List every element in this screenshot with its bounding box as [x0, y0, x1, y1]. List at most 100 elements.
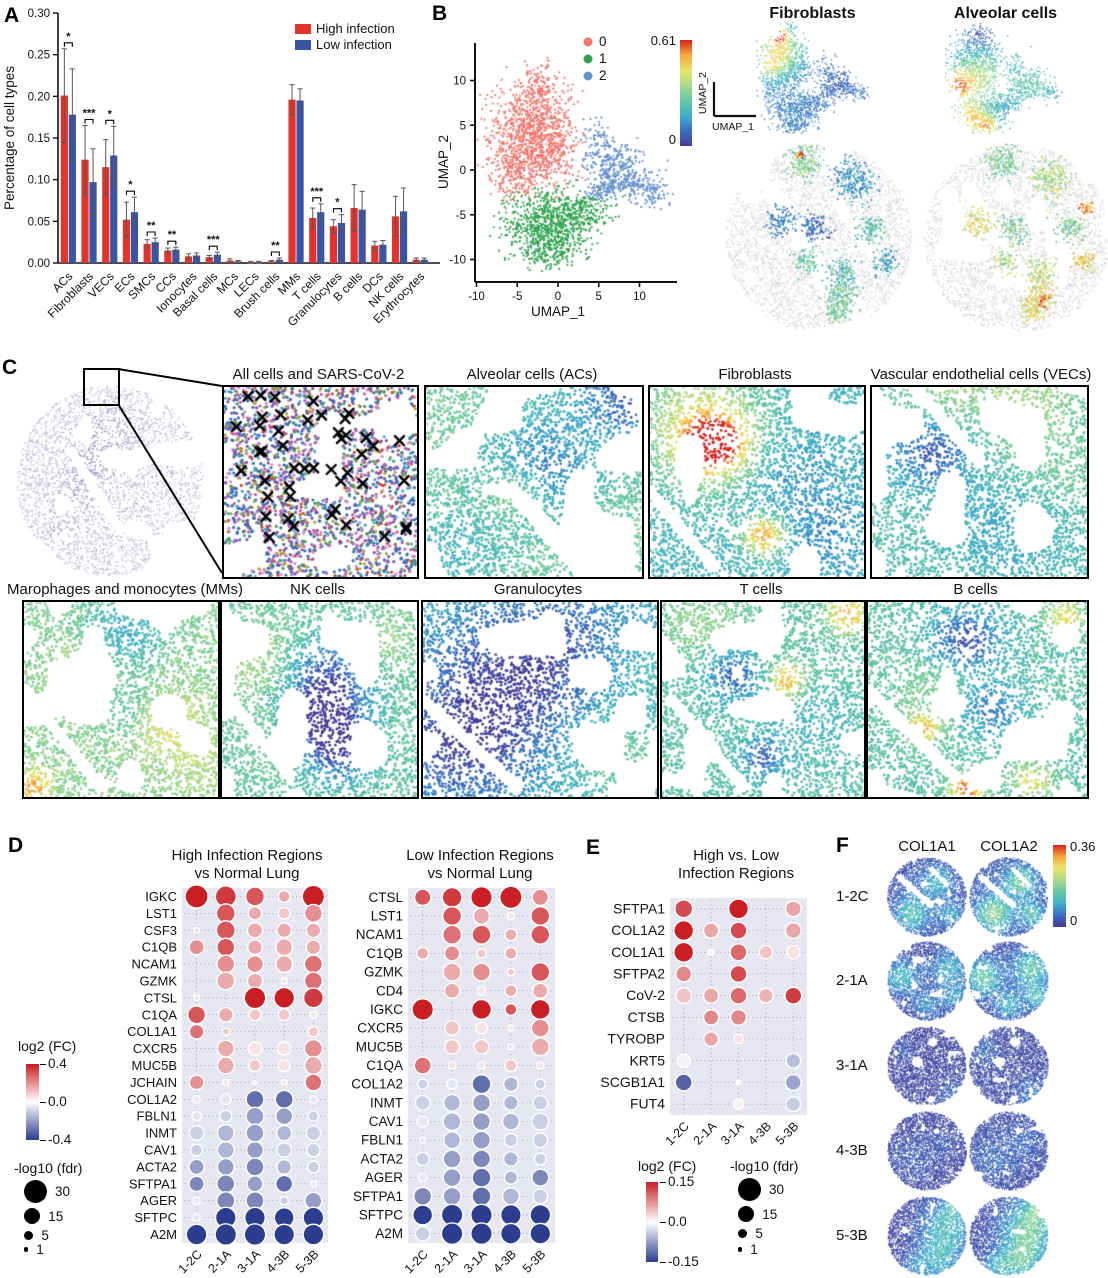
svg-text:Percentage of cell types: Percentage of cell types: [2, 66, 17, 210]
svg-text:SFTPA2: SFTPA2: [613, 965, 665, 981]
svg-text:CSF3: CSF3: [144, 923, 177, 938]
svg-text:Low Infection Regions: Low Infection Regions: [406, 847, 554, 864]
svg-text:SFTPC: SFTPC: [134, 1210, 177, 1225]
svg-text:5: 5: [460, 120, 466, 132]
legend-fc-tick: -0.4: [40, 1132, 71, 1147]
svg-text:COL1A2: COL1A2: [351, 1077, 403, 1092]
svg-text:-10: -10: [468, 291, 485, 303]
svg-text:COL1A2: COL1A2: [611, 922, 665, 938]
svg-text:2-1A: 2-1A: [432, 1247, 461, 1276]
legend-fc-tick: 0.0: [40, 1094, 67, 1109]
svg-text:CTSB: CTSB: [628, 1009, 665, 1025]
colorbar-max-label: 0.61: [650, 33, 676, 48]
svg-text:0.30: 0.30: [28, 8, 50, 20]
svg-text:-10: -10: [449, 255, 466, 267]
svg-text:High infection: High infection: [316, 21, 395, 36]
svg-text:CXCR5: CXCR5: [133, 1041, 177, 1056]
spatial-title-all-cells: All cells and SARS-CoV-2: [232, 366, 405, 383]
feature-umap-alveolar-cells: [945, 22, 1063, 134]
f-spatial-3-1a-col1a1: [887, 1026, 967, 1106]
svg-text:5-3B: 5-3B: [293, 1247, 322, 1276]
svg-text:5-3B: 5-3B: [773, 1119, 802, 1148]
colorbar-umap-density: [680, 40, 692, 146]
legend-fc-tick: -0.15: [660, 1254, 699, 1269]
colorbar-min-label: 0: [668, 132, 676, 147]
legend-fc-tick: 0.15: [660, 1174, 694, 1189]
spatial-circle-fibroblasts: [724, 142, 914, 334]
svg-text:3-1A: 3-1A: [718, 1119, 747, 1148]
svg-text:5-3B: 5-3B: [520, 1247, 549, 1276]
svg-text:0.05: 0.05: [28, 216, 50, 228]
colorbar-f-max-label: 0.36: [1070, 839, 1096, 854]
colorbar-f-min-label: 0: [1070, 913, 1078, 928]
legend-fc-tick: 0.4: [40, 1056, 67, 1071]
svg-text:UMAP_1: UMAP_1: [531, 304, 585, 319]
panel-label-d: D: [8, 834, 24, 857]
tissue-zoom-box: [83, 368, 120, 406]
spatial-title-granulocytes: Granulocytes: [493, 581, 583, 598]
svg-text:SFTPA1: SFTPA1: [353, 1189, 403, 1204]
spatial-circle-alveolar-cells: [922, 142, 1108, 334]
svg-text:GZMK: GZMK: [139, 973, 177, 988]
spatial-t-cells: [660, 600, 866, 799]
svg-text:**: **: [147, 220, 156, 232]
legend-fc-tick: 0.0: [660, 1214, 687, 1229]
svg-text:10: 10: [633, 291, 646, 303]
legend-dotplot-d: log2 (FC) -log10 (fdr) 0.4 0.0 -0.4 30 15 5 1: [14, 1038, 126, 1276]
legend-fdr-label: -log10 (fdr): [730, 1158, 799, 1174]
legend-fdr-size-5: 5: [738, 1226, 763, 1241]
spatial-all-cells-sars-cov-2: [222, 385, 419, 579]
svg-text:0: 0: [460, 165, 466, 177]
svg-text:CoV-2: CoV-2: [626, 987, 665, 1003]
svg-text:C1QA: C1QA: [366, 1058, 403, 1073]
svg-text:NCAM1: NCAM1: [356, 927, 403, 942]
legend-fdr-size-1: 1: [738, 1242, 758, 1257]
panel-label-a: A: [4, 4, 20, 27]
svg-text:INMT: INMT: [370, 1095, 403, 1110]
spatial-mms: [22, 600, 220, 799]
svg-text:0.15: 0.15: [28, 133, 50, 145]
svg-text:SFTPC: SFTPC: [359, 1207, 404, 1222]
svg-text:**: **: [168, 229, 177, 241]
svg-text:CAV1: CAV1: [144, 1143, 177, 1158]
svg-text:1-2C: 1-2C: [176, 1247, 205, 1276]
panel-label-e: E: [586, 836, 601, 859]
legend-fdr-size-5: 5: [24, 1228, 49, 1243]
f-spatial-4-3b-col1a1: [887, 1111, 967, 1191]
svg-text:SFTPA1: SFTPA1: [613, 900, 665, 916]
colorbar-f: [1053, 845, 1066, 927]
svg-text:KRT5: KRT5: [629, 1052, 665, 1068]
svg-text:ACTA2: ACTA2: [360, 1151, 403, 1166]
feature-title-fibroblasts: Fibroblasts: [769, 5, 856, 22]
svg-text:2-1A: 2-1A: [691, 1119, 720, 1148]
spatial-title-nk-cells: NK cells: [289, 581, 345, 598]
svg-text:vs Normal Lung: vs Normal Lung: [194, 865, 299, 882]
svg-text:AGER: AGER: [140, 1193, 177, 1208]
svg-text:MUC5B: MUC5B: [131, 1058, 177, 1073]
legend-fc-label: log2 (FC): [638, 1158, 697, 1174]
panel-label-b: B: [432, 2, 448, 25]
f-row-label-2-1a: 2-1A: [836, 972, 868, 989]
svg-text:IGKC: IGKC: [370, 1002, 403, 1017]
legend-fdr-size-15: 15: [24, 1208, 63, 1225]
svg-text:0.25: 0.25: [28, 50, 50, 62]
svg-text:1-2C: 1-2C: [402, 1247, 431, 1276]
svg-text:4-3B: 4-3B: [264, 1247, 293, 1276]
f-spatial-3-1a-col1a2: [969, 1026, 1049, 1106]
svg-text:IGKC: IGKC: [145, 889, 177, 904]
svg-text:ACTA2: ACTA2: [136, 1159, 177, 1174]
svg-text:GZMK: GZMK: [364, 965, 403, 980]
svg-text:CAV1: CAV1: [369, 1114, 403, 1129]
legend-fdr-size-30: 30: [738, 1178, 784, 1201]
f-row-label-3-1a: 3-1A: [836, 1057, 868, 1074]
spatial-title-mms: Marophages and monocytes (MMs): [7, 581, 243, 598]
svg-text:AGER: AGER: [365, 1170, 404, 1185]
tissue-overview: [14, 383, 206, 579]
legend-fdr-size-30: 30: [24, 1180, 70, 1203]
svg-text:MUC5B: MUC5B: [356, 1039, 403, 1054]
svg-text:UMAP_2: UMAP_2: [436, 135, 451, 189]
svg-text:UMAP_2: UMAP_2: [697, 72, 709, 114]
